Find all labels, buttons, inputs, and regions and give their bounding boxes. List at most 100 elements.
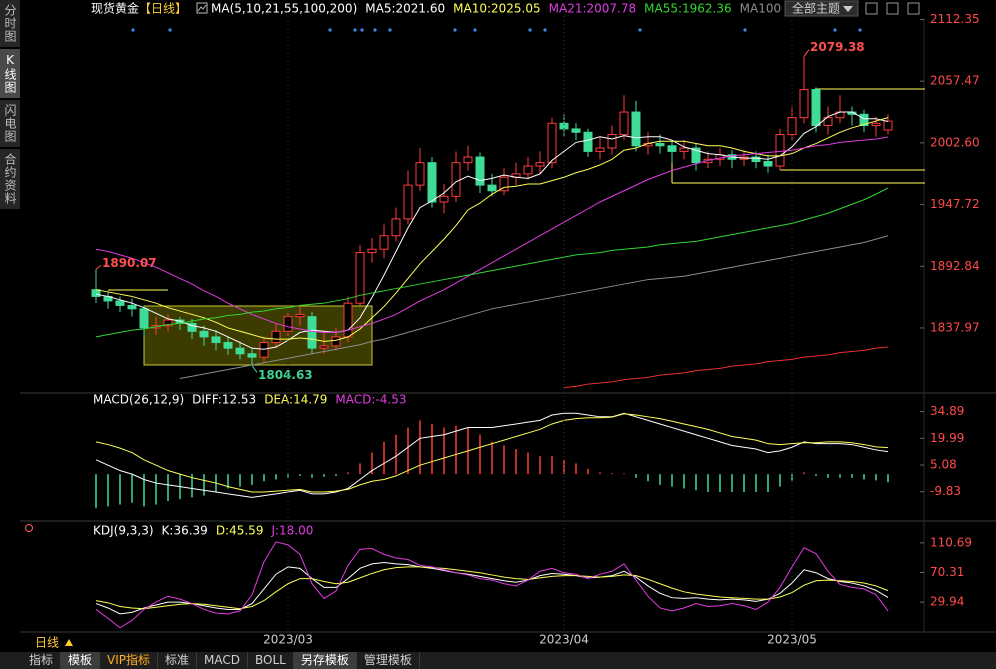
legend-entry: D:45.59 [216,524,264,538]
candle-body [631,111,641,147]
y-tick-label: 2057.47 [930,74,980,88]
y-tick-label: 34.89 [930,404,964,418]
candle-body [787,117,797,136]
candle-body [319,345,329,349]
candle-body [223,342,233,349]
toolbar-icon[interactable] [907,2,920,15]
candle-body [199,330,209,338]
theme-select-label: 全部主题 [792,1,840,16]
event-marker [528,28,532,32]
legend-entry: K:36.39 [162,524,208,538]
low-price-pointer [251,365,258,373]
bottom-tab[interactable]: 标准 [158,652,198,669]
sidebar-tab[interactable]: 合约资料 [0,149,20,209]
bottom-tab[interactable]: VIP指标 [100,652,159,669]
x-tick-label: 2023/04 [539,633,589,647]
bottom-tab[interactable]: 管理模板 [357,652,420,669]
event-marker [131,28,135,32]
candle-body [415,162,425,186]
first-high-label: 1890.07 [102,256,157,270]
candle-body [367,248,377,254]
event-marker [328,28,332,32]
event-marker [473,28,477,32]
indicator-line [95,541,889,629]
sidebar-tab[interactable]: K线图 [0,49,20,98]
y-tick-label: 1947.72 [930,197,980,211]
high-price-pointer [803,49,810,57]
candle-body [883,120,893,131]
y-tick-label: 29.94 [930,595,964,609]
event-marker [638,28,642,32]
legend-title: MA(5,10,21,55,100,200) [211,2,357,16]
bottom-tab[interactable]: 指标 [22,652,62,669]
y-tick-label: 2002.60 [930,135,980,149]
candle-body [535,162,545,167]
bottom-tab[interactable]: 另存模板 [293,652,357,669]
candle-body [523,165,533,175]
indicator-line [95,566,889,610]
candle-body [679,147,689,152]
candle-body [619,111,629,136]
period-selector[interactable]: 日线 [35,636,59,650]
candle-body [235,347,245,355]
theme-select[interactable] [784,0,859,17]
panel-icon[interactable] [25,524,33,532]
period-selector-arrow [65,639,73,646]
indicator-line [95,111,889,350]
candle-body [259,342,269,358]
candle-body [355,252,365,304]
sidebar-tab[interactable]: 闪电图 [0,100,20,147]
candle-body [247,353,257,358]
y-tick-label: 5.08 [930,458,957,472]
candle-body [823,117,833,127]
legend-entry: MA100 [740,2,781,16]
candle-body [331,336,341,347]
toolbar-icon[interactable] [886,2,899,15]
candle-body [871,122,881,127]
event-marker [858,28,862,32]
event-marker [168,28,172,32]
x-tick-label: 2023/03 [263,633,313,647]
period-label: 【日线】 [139,2,187,16]
bottom-tab-bar: 指标 模板 VIP指标 标准 MACD BOLL 另存模板 管理模板 [0,652,996,669]
instrument-title: 现货黄金 [91,1,139,16]
candle-body [799,89,809,119]
candle-body [403,184,413,220]
candle-body [391,218,401,237]
candle-body [487,184,497,192]
bottom-tab[interactable]: MACD [197,652,249,669]
event-marker [360,28,364,32]
candle-body [451,162,461,197]
toolbar-icon[interactable] [865,2,878,15]
candle-body [127,304,137,310]
high-price-label: 2079.38 [810,40,865,54]
candle-body [703,158,713,164]
low-price-label: 1804.63 [258,368,313,382]
candle-body [307,316,317,349]
candle-body [187,322,197,332]
indicator-line [95,561,889,615]
legend-entry: J:18.00 [270,524,313,538]
sidebar-tab[interactable]: 分时图 [0,0,20,47]
candle-body [583,131,593,152]
candle-body [343,302,353,338]
indicator-icon[interactable] [196,2,208,14]
candle-body [499,176,509,192]
bottom-tab[interactable]: BOLL [248,652,294,669]
candle-body [271,330,281,344]
bottom-tab[interactable]: 模板 [61,652,101,669]
legend-entry: MA10:2025.05 [453,2,541,16]
legend-entry: MA55:1962.36 [644,2,732,16]
candle-body [607,134,617,149]
indicator-line [95,187,889,338]
y-tick-label: 1837.97 [930,320,980,334]
y-tick-label: 19.99 [930,431,964,445]
y-tick-label: 110.69 [930,535,972,549]
candle-body [691,147,701,164]
candle-body [595,147,605,152]
candle-body [571,128,581,133]
legend-entry: MA5:2021.60 [365,2,445,16]
candle-body [211,336,221,344]
indicator-line [95,136,889,333]
